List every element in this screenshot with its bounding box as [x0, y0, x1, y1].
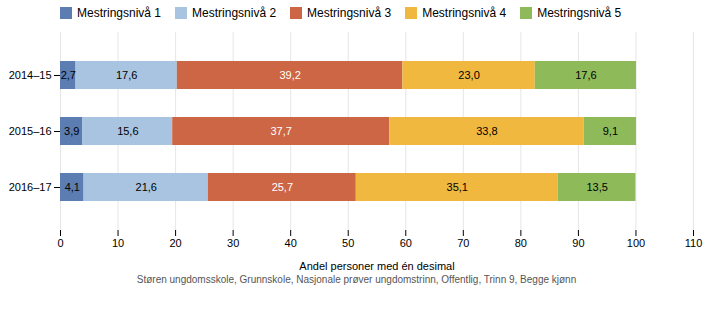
svg-text:2016–17: 2016–17 — [9, 181, 52, 193]
svg-text:39,2: 39,2 — [279, 69, 300, 81]
svg-text:25,7: 25,7 — [272, 181, 293, 193]
html-text:Mestringsnivå 4: Mestringsnivå 4 — [422, 6, 507, 20]
svg-text:2014–15: 2014–15 — [9, 69, 52, 81]
html-text:Mestringsnivå 1: Mestringsnivå 1 — [77, 6, 161, 20]
svg-text:33,8: 33,8 — [476, 125, 497, 137]
html-text:Støren ungdomsskole, Grunnskol: Støren ungdomsskole, Grunnskole, Nasjona… — [136, 274, 577, 285]
svg-text:30: 30 — [227, 237, 239, 249]
svg-text:37,7: 37,7 — [270, 125, 291, 137]
svg-text:100: 100 — [627, 237, 645, 249]
svg-text:13,5: 13,5 — [586, 181, 607, 193]
svg-text:2,7: 2,7 — [61, 69, 76, 81]
html-text:Mestringsnivå 3: Mestringsnivå 3 — [307, 6, 392, 20]
svg-text:110: 110 — [685, 237, 703, 249]
svg-text:70: 70 — [457, 237, 469, 249]
svg-text:0: 0 — [57, 237, 63, 249]
svg-text:17,6: 17,6 — [575, 69, 596, 81]
svg-text:20: 20 — [169, 237, 181, 249]
svg-text:2015–16: 2015–16 — [9, 125, 52, 137]
svg-text:15,6: 15,6 — [117, 125, 138, 137]
svg-text:23,0: 23,0 — [458, 69, 479, 81]
html-text:Mestringsnivå 5: Mestringsnivå 5 — [537, 6, 622, 20]
svg-text:9,1: 9,1 — [603, 125, 618, 137]
svg-text:Andel personer med én desimal: Andel personer med én desimal — [299, 260, 454, 272]
svg-text:3,9: 3,9 — [64, 125, 79, 137]
svg-text:4,1: 4,1 — [65, 181, 80, 193]
svg-text:17,6: 17,6 — [116, 69, 137, 81]
svg-text:40: 40 — [285, 237, 297, 249]
svg-text:35,1: 35,1 — [447, 181, 468, 193]
svg-text:90: 90 — [572, 237, 584, 249]
svg-text:21,6: 21,6 — [136, 181, 157, 193]
svg-text:60: 60 — [400, 237, 412, 249]
svg-text:80: 80 — [515, 237, 527, 249]
svg-text:10: 10 — [112, 237, 124, 249]
html-text:Mestringsnivå 2: Mestringsnivå 2 — [192, 6, 277, 20]
svg-text:50: 50 — [342, 237, 354, 249]
